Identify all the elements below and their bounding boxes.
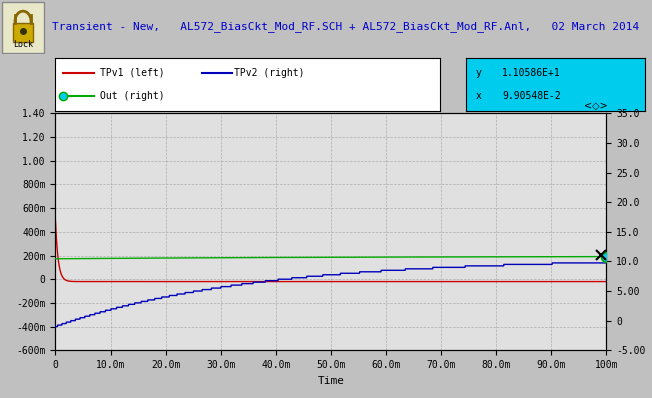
Text: y: y <box>475 68 481 78</box>
Text: <◇>: <◇> <box>584 100 608 111</box>
FancyBboxPatch shape <box>2 2 44 53</box>
Text: x: x <box>475 92 481 101</box>
FancyBboxPatch shape <box>13 23 33 41</box>
Text: Out (right): Out (right) <box>100 92 164 101</box>
Text: TPv2 (right): TPv2 (right) <box>234 68 304 78</box>
Text: 1.10586E+1: 1.10586E+1 <box>502 68 561 78</box>
Text: TPv1 (left): TPv1 (left) <box>100 68 164 78</box>
Text: 9.90548E-2: 9.90548E-2 <box>502 92 561 101</box>
Text: Lock: Lock <box>13 40 33 49</box>
Text: Transient - New,   AL572_BiasCkt_Mod_RF.SCH + AL572_BiasCkt_Mod_RF.Anl,   02 Mar: Transient - New, AL572_BiasCkt_Mod_RF.SC… <box>52 21 639 32</box>
X-axis label: Time: Time <box>318 376 344 386</box>
